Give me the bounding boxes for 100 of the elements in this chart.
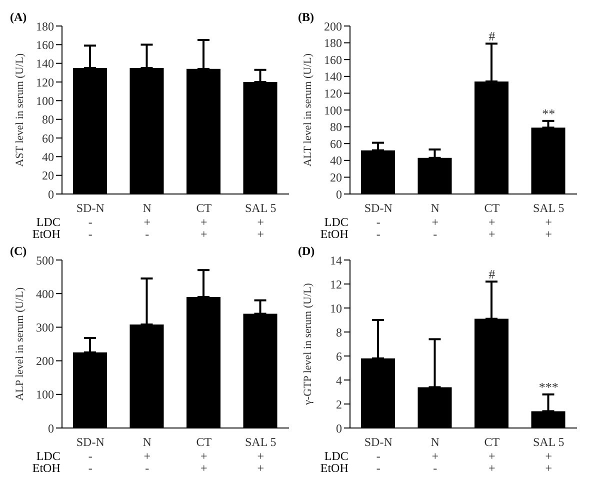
x-tick-label: SAL 5 — [533, 201, 564, 215]
text: EtOH — [32, 227, 61, 241]
text: - — [376, 215, 380, 229]
text: + — [200, 461, 208, 475]
text: + — [257, 461, 264, 475]
text: + — [144, 215, 151, 229]
y-tick-label: 8 — [336, 325, 342, 340]
text: + — [488, 215, 496, 229]
text: + — [432, 449, 439, 463]
y-tick-label: 120 — [36, 75, 54, 90]
x-tick-label: SAL 5 — [533, 435, 564, 449]
text: + — [144, 449, 151, 463]
text: LDC — [36, 215, 60, 229]
text: + — [200, 449, 208, 463]
y-tick-label: 160 — [36, 38, 54, 52]
annotation: ** — [542, 106, 556, 121]
y-tick-label: 120 — [324, 86, 342, 100]
x-tick-label: N — [430, 201, 440, 215]
text: LDC — [324, 215, 348, 229]
text: - — [376, 461, 380, 475]
y-tick-label: 60 — [330, 136, 342, 151]
y-tick-label: 0 — [48, 187, 54, 202]
text: LDC — [324, 449, 348, 463]
text: - — [433, 461, 438, 475]
text: + — [257, 449, 264, 463]
y-tick-label: 180 — [324, 36, 342, 50]
y-tick-label: 140 — [36, 56, 54, 71]
y-tick-label: 160 — [324, 52, 342, 67]
y-axis-title: ALT level in serum (U/L) — [302, 53, 314, 167]
annotation: *** — [538, 379, 558, 394]
text: + — [432, 215, 439, 229]
y-tick-label: 500 — [36, 253, 54, 268]
text: - — [88, 449, 92, 463]
y-tick-label: 4 — [336, 373, 342, 388]
y-axis-title: γ-GTP level in serum (U/L) — [302, 282, 314, 406]
text: + — [488, 461, 496, 475]
x-tick-label: N — [142, 435, 152, 449]
y-tick-label: 0 — [336, 421, 342, 436]
x-tick-label: SD-N — [76, 201, 105, 215]
text: - — [145, 227, 150, 241]
y-tick-label: 14 — [330, 253, 342, 268]
text: EtOH — [320, 461, 349, 475]
y-tick-label: 200 — [36, 354, 54, 368]
text: - — [88, 215, 92, 229]
x-tick-label: SD-N — [364, 435, 393, 449]
text: + — [488, 449, 496, 463]
y-tick-label: 6 — [336, 349, 342, 364]
x-tick-label: SD-N — [364, 201, 393, 215]
text: - — [433, 227, 438, 241]
x-tick-label: CT — [484, 201, 500, 215]
x-tick-label: SAL 5 — [245, 201, 276, 215]
y-tick-label: 180 — [36, 19, 54, 34]
y-tick-label: 100 — [36, 388, 54, 402]
y-tick-label: 300 — [36, 320, 54, 334]
y-tick-label: 2 — [336, 397, 342, 412]
text: + — [545, 461, 552, 475]
text: + — [257, 215, 264, 229]
y-tick-label: 100 — [36, 94, 54, 108]
y-tick-label: 100 — [324, 103, 342, 118]
x-tick-label: N — [142, 201, 152, 215]
text: - — [376, 227, 380, 241]
annotation: # — [488, 28, 496, 44]
y-tick-label: 20 — [42, 168, 54, 183]
chart-title: (D) — [298, 244, 315, 259]
text: + — [545, 449, 552, 463]
text: + — [200, 215, 208, 229]
y-tick-label: 200 — [324, 19, 342, 34]
y-axis-title: AST level in serum (U/L) — [14, 52, 26, 167]
y-tick-label: 40 — [330, 154, 342, 168]
y-tick-label: 40 — [42, 150, 54, 164]
chart-title: (A) — [10, 10, 27, 25]
x-tick-label: SAL 5 — [245, 435, 276, 449]
text: - — [88, 227, 92, 241]
text: LDC — [36, 449, 60, 463]
text: EtOH — [32, 461, 61, 475]
text: + — [200, 227, 208, 241]
y-tick-label: 80 — [330, 120, 342, 134]
chart-title: (C) — [10, 244, 27, 259]
y-tick-label: 10 — [330, 301, 342, 316]
y-tick-label: 60 — [42, 131, 54, 146]
text: - — [88, 461, 92, 475]
y-tick-label: 80 — [42, 112, 54, 127]
text: EtOH — [320, 227, 349, 241]
x-tick-label: CT — [196, 201, 212, 215]
text: + — [257, 227, 264, 241]
text: - — [376, 449, 380, 463]
x-tick-label: CT — [484, 435, 500, 449]
y-tick-label: 12 — [330, 277, 342, 292]
x-tick-label: N — [430, 435, 440, 449]
annotation: # — [488, 266, 496, 282]
y-tick-label: 20 — [330, 170, 342, 184]
y-tick-label: 400 — [36, 286, 54, 301]
x-tick-label: SD-N — [76, 435, 105, 449]
text: - — [145, 461, 150, 475]
y-tick-label: 0 — [336, 187, 342, 202]
text: + — [545, 215, 552, 229]
y-tick-label: 0 — [48, 421, 54, 436]
y-axis-title: ALP level in serum (U/L) — [14, 287, 26, 401]
y-tick-label: 140 — [324, 70, 342, 84]
text: + — [488, 227, 496, 241]
